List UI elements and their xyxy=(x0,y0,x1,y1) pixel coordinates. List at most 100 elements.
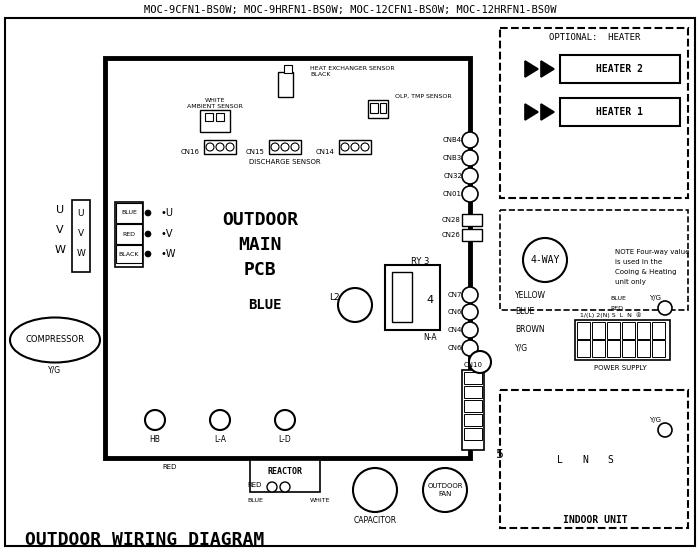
Circle shape xyxy=(281,143,289,151)
Text: PCB: PCB xyxy=(244,261,276,279)
Text: OUTDOOR WIRING DIAGRAM: OUTDOOR WIRING DIAGRAM xyxy=(25,531,265,549)
Bar xyxy=(652,322,665,339)
Polygon shape xyxy=(525,104,538,120)
Text: MOC-9CFN1-BS0W; MOC-9HRFN1-BS0W; MOC-12CFN1-BS0W; MOC-12HRFN1-BS0W: MOC-9CFN1-BS0W; MOC-9HRFN1-BS0W; MOC-12C… xyxy=(144,5,556,15)
Text: U: U xyxy=(56,205,64,215)
Polygon shape xyxy=(525,61,538,77)
Text: CN7: CN7 xyxy=(447,292,462,298)
Text: INDOOR UNIT: INDOOR UNIT xyxy=(563,515,627,525)
Text: 4: 4 xyxy=(426,295,433,305)
Bar xyxy=(392,272,412,322)
Text: POWER SUPPLY: POWER SUPPLY xyxy=(594,365,646,371)
Text: 4-WAY: 4-WAY xyxy=(531,255,560,265)
Bar xyxy=(577,322,590,339)
Text: RED: RED xyxy=(248,482,262,488)
Text: W: W xyxy=(76,249,85,258)
Circle shape xyxy=(462,322,478,338)
Text: S: S xyxy=(607,455,613,465)
Text: U: U xyxy=(78,209,84,218)
Bar xyxy=(464,428,482,440)
Text: BLUE: BLUE xyxy=(515,307,534,316)
Text: BLUE: BLUE xyxy=(121,210,137,215)
Bar xyxy=(607,322,620,339)
Text: BLACK: BLACK xyxy=(119,252,139,257)
Text: MAIN: MAIN xyxy=(238,236,281,254)
Bar xyxy=(464,372,482,384)
Text: HEATER 2: HEATER 2 xyxy=(596,64,643,74)
Bar xyxy=(575,320,670,360)
Bar xyxy=(205,113,213,121)
Circle shape xyxy=(462,168,478,184)
Circle shape xyxy=(462,186,478,202)
Text: CN14: CN14 xyxy=(316,149,335,155)
Text: L2: L2 xyxy=(330,294,340,302)
Bar xyxy=(622,340,635,357)
Circle shape xyxy=(462,132,478,148)
Circle shape xyxy=(145,410,165,430)
Text: CAPACITOR: CAPACITOR xyxy=(354,516,397,525)
Text: CN6: CN6 xyxy=(447,309,462,315)
Circle shape xyxy=(206,143,214,151)
Text: •U: •U xyxy=(160,208,173,218)
Text: HB: HB xyxy=(150,435,160,444)
Bar xyxy=(462,370,484,450)
Circle shape xyxy=(341,143,349,151)
Bar xyxy=(200,110,230,132)
Bar xyxy=(116,224,142,244)
Text: RY 3: RY 3 xyxy=(411,257,429,267)
Bar xyxy=(592,322,605,339)
Bar xyxy=(637,340,650,357)
Text: REACTOR: REACTOR xyxy=(267,468,302,477)
Bar xyxy=(380,103,386,113)
Text: Y/G: Y/G xyxy=(649,295,661,301)
Circle shape xyxy=(226,143,234,151)
Bar xyxy=(269,140,301,154)
Bar xyxy=(652,340,665,357)
Bar xyxy=(607,340,620,357)
Text: Y/G: Y/G xyxy=(48,365,62,374)
Text: •W: •W xyxy=(160,249,176,259)
Text: is used in the: is used in the xyxy=(615,259,662,265)
Text: DISCHARGE SENSOR: DISCHARGE SENSOR xyxy=(249,159,321,165)
Text: CNB3: CNB3 xyxy=(442,155,462,161)
Bar xyxy=(500,210,688,310)
Circle shape xyxy=(361,143,369,151)
Circle shape xyxy=(267,482,277,492)
Circle shape xyxy=(145,231,151,237)
Text: V: V xyxy=(78,229,84,238)
Text: BROWN: BROWN xyxy=(515,325,545,334)
Bar xyxy=(464,386,482,398)
Bar xyxy=(72,200,90,272)
Text: CNB4: CNB4 xyxy=(443,137,462,143)
Bar xyxy=(577,340,590,357)
Text: COMPRESSOR: COMPRESSOR xyxy=(25,335,85,344)
Text: CN32: CN32 xyxy=(443,173,462,179)
Circle shape xyxy=(469,351,491,373)
Text: AMBIENT SENSOR: AMBIENT SENSOR xyxy=(187,103,243,108)
Text: RED: RED xyxy=(163,464,177,470)
Circle shape xyxy=(462,287,478,303)
Circle shape xyxy=(658,423,672,437)
Text: Y/G: Y/G xyxy=(515,344,528,353)
Text: HEATER 1: HEATER 1 xyxy=(596,107,643,117)
Text: CN10: CN10 xyxy=(463,362,482,368)
Text: Cooing & Heating: Cooing & Heating xyxy=(615,269,676,275)
Text: •V: •V xyxy=(160,229,172,239)
Circle shape xyxy=(145,251,151,257)
Circle shape xyxy=(658,301,672,315)
Bar xyxy=(368,100,388,118)
Text: OLP, TMP SENSOR: OLP, TMP SENSOR xyxy=(395,94,452,99)
Bar xyxy=(462,214,482,226)
Bar xyxy=(462,229,482,241)
Bar xyxy=(216,113,224,121)
Bar xyxy=(116,203,142,223)
Text: WHITE: WHITE xyxy=(309,498,330,503)
Circle shape xyxy=(280,482,290,492)
Bar xyxy=(116,245,142,263)
Text: CN16: CN16 xyxy=(181,149,200,155)
Bar xyxy=(464,400,482,412)
Circle shape xyxy=(145,210,151,216)
Circle shape xyxy=(462,304,478,320)
Text: CN26: CN26 xyxy=(442,232,461,238)
Text: CN01: CN01 xyxy=(443,191,462,197)
